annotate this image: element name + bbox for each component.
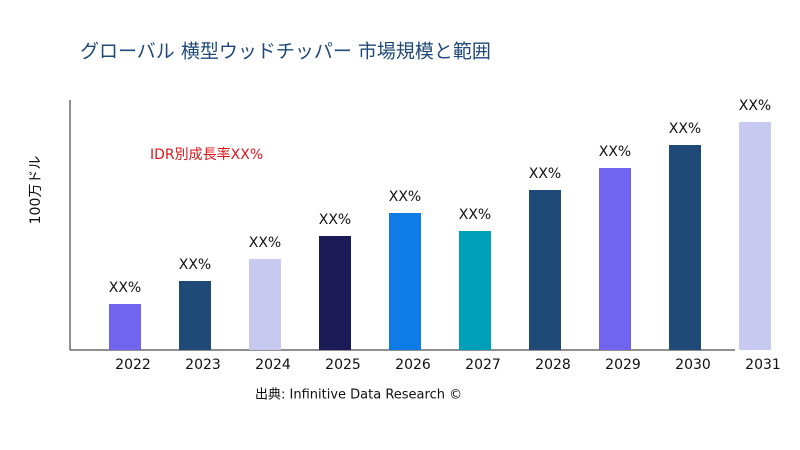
- bar: [669, 145, 701, 350]
- data-label: XX%: [599, 144, 631, 160]
- x-tick-label: 2029: [605, 357, 641, 373]
- data-label: XX%: [739, 98, 771, 114]
- bar: [459, 231, 491, 350]
- y-axis-label: 100万ドル: [28, 156, 44, 225]
- x-tick-label: 2025: [325, 357, 361, 373]
- data-label: XX%: [249, 235, 281, 251]
- x-tick-label: 2028: [535, 357, 571, 373]
- x-tick-label: 2031: [745, 357, 781, 373]
- x-tick-label: 2022: [115, 357, 151, 373]
- bar: [599, 168, 631, 350]
- chart-title: グローバル 横型ウッドチッパー 市場規模と範囲: [80, 41, 491, 63]
- bar: [389, 213, 421, 350]
- bar: [529, 190, 561, 350]
- data-label: XX%: [459, 207, 491, 223]
- bar: [109, 304, 141, 350]
- data-label: XX%: [529, 166, 561, 182]
- x-tick-label: 2030: [675, 357, 711, 373]
- data-label: XX%: [109, 280, 141, 296]
- x-tick-label: 2023: [185, 357, 221, 373]
- x-tick-label: 2026: [395, 357, 431, 373]
- data-label: XX%: [669, 121, 701, 137]
- annotation: IDR別成長率XX%: [150, 146, 263, 163]
- source: 出典: Infinitive Data Research ©: [255, 388, 462, 403]
- bar: [249, 259, 281, 350]
- bar: [739, 122, 771, 350]
- x-tick-label: 2027: [465, 357, 501, 373]
- data-label: XX%: [319, 212, 351, 228]
- data-label: XX%: [389, 189, 421, 205]
- data-label: XX%: [179, 257, 211, 273]
- bar: [319, 236, 351, 350]
- bar: [179, 281, 211, 350]
- x-tick-label: 2024: [255, 357, 291, 373]
